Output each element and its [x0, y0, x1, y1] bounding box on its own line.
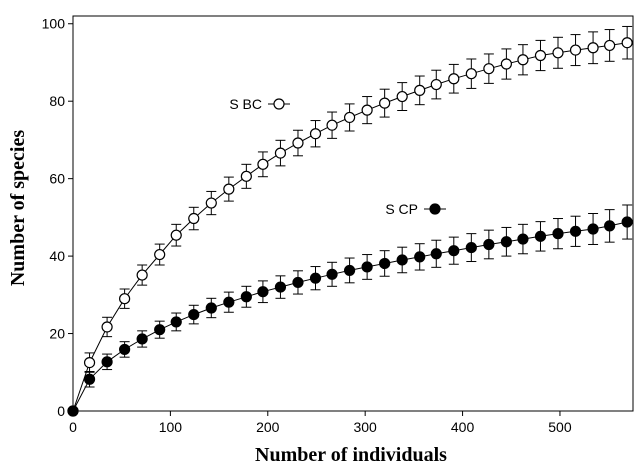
plot-frame — [72, 15, 634, 412]
data-point — [517, 54, 529, 66]
data-point — [500, 236, 512, 248]
series-label-2: S CP — [385, 201, 446, 217]
data-point — [361, 104, 373, 116]
data-point — [309, 272, 322, 284]
data-point — [223, 296, 235, 308]
data-point — [240, 170, 252, 182]
data-point — [136, 333, 148, 345]
x-tick-label: 0 — [69, 419, 77, 435]
series-1 — [67, 25, 633, 417]
data-point — [552, 47, 564, 59]
data-point — [119, 343, 131, 356]
data-point — [274, 147, 287, 159]
data-point — [621, 37, 633, 49]
y-tick-label: 20 — [49, 326, 65, 342]
data-point — [483, 63, 495, 75]
data-point — [448, 73, 460, 85]
data-point — [119, 293, 131, 305]
y-tick-label: 0 — [57, 403, 65, 419]
data-point — [379, 97, 391, 109]
data-point — [552, 228, 564, 240]
data-point — [483, 238, 495, 251]
data-point — [587, 42, 599, 54]
data-point — [569, 44, 582, 56]
data-point — [205, 197, 217, 209]
y-tick-label: 80 — [49, 93, 65, 109]
data-point — [274, 281, 287, 293]
series-line — [72, 42, 628, 412]
data-point — [604, 220, 616, 232]
y-tick-label: 60 — [49, 171, 65, 187]
data-point — [101, 321, 113, 333]
series-label-text: S CP — [385, 201, 418, 217]
data-point — [465, 68, 477, 80]
data-point — [170, 316, 182, 328]
data-point — [569, 225, 582, 237]
data-point — [292, 137, 304, 149]
data-point — [205, 302, 217, 314]
axes: 0 100 200 300 400 500 0 20 40 60 80 100 — [42, 16, 572, 435]
series-2 — [67, 204, 633, 417]
x-axis-title: Number of individuals — [255, 444, 447, 466]
x-tick-label: 300 — [353, 419, 377, 435]
data-point — [587, 223, 599, 235]
data-point — [379, 257, 391, 270]
data-point — [83, 373, 96, 385]
series-layer — [67, 25, 633, 417]
data-point — [414, 251, 426, 263]
data-point — [223, 183, 235, 195]
x-tick-label: 400 — [451, 419, 475, 435]
data-point — [257, 158, 269, 170]
data-point — [534, 230, 547, 242]
data-point — [621, 216, 633, 228]
data-point — [500, 58, 512, 70]
data-point — [414, 84, 426, 96]
data-point — [430, 248, 442, 260]
series-label-marker — [429, 203, 441, 215]
data-point — [101, 356, 113, 368]
y-tick-label: 40 — [49, 248, 65, 264]
x-tick-label: 100 — [159, 419, 183, 435]
data-point — [448, 245, 460, 257]
series-label-text: S BC — [229, 96, 262, 112]
plot-area — [72, 15, 634, 412]
data-point — [430, 78, 442, 91]
data-point — [309, 128, 322, 140]
y-tick-label: 100 — [42, 16, 66, 32]
data-point — [83, 356, 96, 369]
data-point — [154, 248, 166, 261]
data-point — [534, 49, 547, 62]
data-point — [188, 212, 200, 225]
data-point — [292, 276, 304, 289]
data-point — [326, 268, 338, 280]
data-point — [188, 308, 200, 321]
y-axis-title: Number of species — [7, 130, 29, 286]
data-point — [361, 261, 373, 273]
data-point — [257, 286, 269, 298]
data-point — [343, 111, 356, 124]
data-point — [136, 269, 148, 281]
series-label-marker — [273, 98, 285, 110]
data-point — [170, 229, 182, 241]
data-point — [154, 324, 166, 336]
data-point — [396, 90, 408, 103]
series-labels: S BC S CP — [229, 96, 446, 217]
x-tick-label: 200 — [256, 419, 280, 435]
data-point — [326, 119, 338, 131]
series-label-1: S BC — [229, 96, 290, 112]
data-point — [517, 233, 529, 245]
data-point — [240, 291, 252, 303]
x-tick-label: 500 — [548, 419, 572, 435]
data-point — [343, 264, 356, 277]
data-point — [465, 241, 477, 254]
data-point — [604, 39, 616, 52]
data-point — [396, 254, 408, 266]
